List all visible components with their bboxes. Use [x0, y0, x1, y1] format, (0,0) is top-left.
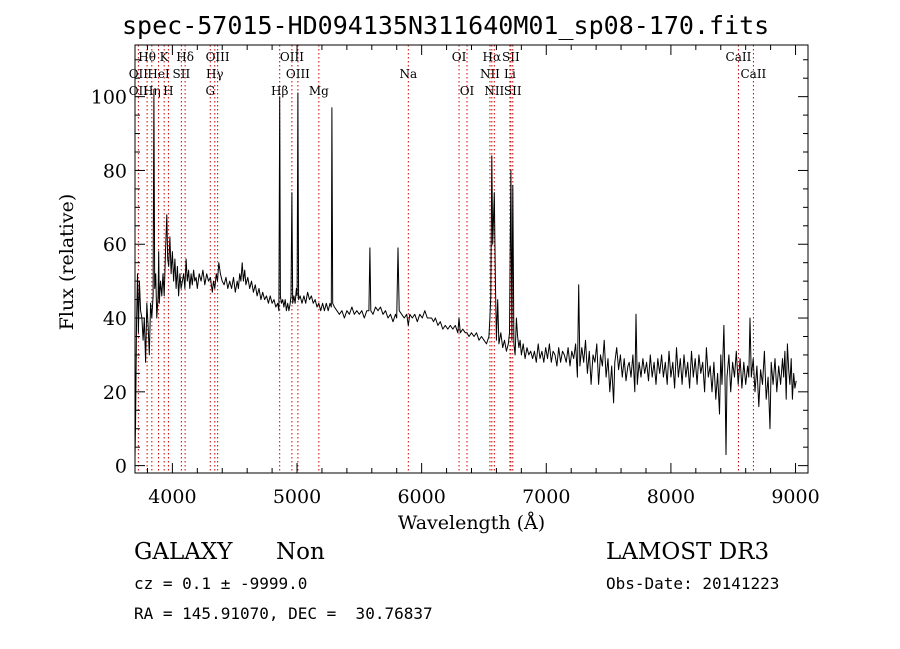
y-axis-label: Flux (relative) — [56, 194, 78, 331]
x-axis-label: Wavelength (Å) — [398, 512, 545, 534]
x-tick-label: 8000 — [647, 486, 695, 508]
line-marker-label: CaII — [740, 67, 766, 81]
line-marker-label: CaII — [726, 50, 752, 64]
x-tick-label: 4000 — [148, 486, 196, 508]
redshift-cz: cz = 0.1 ± -9999.0 — [134, 574, 308, 593]
line-marker-label: OIII — [206, 50, 230, 64]
line-marker-label: Hδ — [176, 50, 194, 64]
line-marker-label: OI — [452, 50, 467, 64]
y-tick-label: 100 — [91, 87, 127, 109]
line-marker-label: Li — [504, 67, 516, 81]
line-marker-label: G — [205, 84, 215, 98]
line-marker-label: OIII — [286, 67, 310, 81]
survey-name: LAMOST DR3 — [606, 539, 770, 565]
y-tick-label: 0 — [115, 456, 127, 478]
line-marker-label: Mg — [309, 84, 329, 98]
line-marker-label: H — [163, 84, 173, 98]
x-tick-label: 7000 — [522, 486, 570, 508]
line-marker-label: HeI — [147, 67, 170, 81]
x-tick-label: 5000 — [273, 486, 321, 508]
line-marker-label: Hη — [143, 84, 161, 98]
line-marker-label: NII — [480, 67, 500, 81]
y-tick-label: 80 — [103, 160, 127, 182]
observation-date: Obs-Date: 20141223 — [606, 574, 780, 593]
line-marker-label: Hα — [483, 50, 502, 64]
chart-title: spec-57015-HD094135N311640M01_sp08-170.f… — [122, 11, 770, 40]
line-marker-label: SII — [504, 84, 522, 98]
line-marker-label: Hγ — [206, 67, 224, 81]
y-tick-label: 20 — [103, 382, 127, 404]
line-marker-label: OII — [129, 84, 149, 98]
y-tick-label: 60 — [103, 234, 127, 256]
object-subclass: Non — [276, 539, 325, 565]
line-marker-label: Na — [399, 67, 417, 81]
spectrum-plot: OIIOIIHθHηHeIKHSIIHδHγGOIIIHβOIIIOIIIMgN… — [56, 44, 820, 534]
line-marker-label: OIII — [280, 50, 304, 64]
line-marker-label: SII — [173, 67, 191, 81]
line-marker-label: Hβ — [271, 84, 288, 98]
y-tick-label: 40 — [103, 308, 127, 330]
spectrum-line — [134, 88, 797, 459]
line-marker-label: SII — [502, 50, 520, 64]
line-marker-label: K — [160, 50, 170, 64]
x-tick-label: 6000 — [397, 486, 445, 508]
line-marker-label: Hθ — [138, 50, 156, 64]
plot-frame — [134, 44, 809, 474]
line-marker-label: NII — [484, 84, 504, 98]
ra-dec-coordinates: RA = 145.91070, DEC = 30.76837 — [134, 604, 433, 623]
x-tick-label: 9000 — [771, 486, 819, 508]
object-class: GALAXY — [134, 539, 233, 565]
line-marker-label: OII — [129, 67, 149, 81]
line-marker-label: OI — [460, 84, 475, 98]
